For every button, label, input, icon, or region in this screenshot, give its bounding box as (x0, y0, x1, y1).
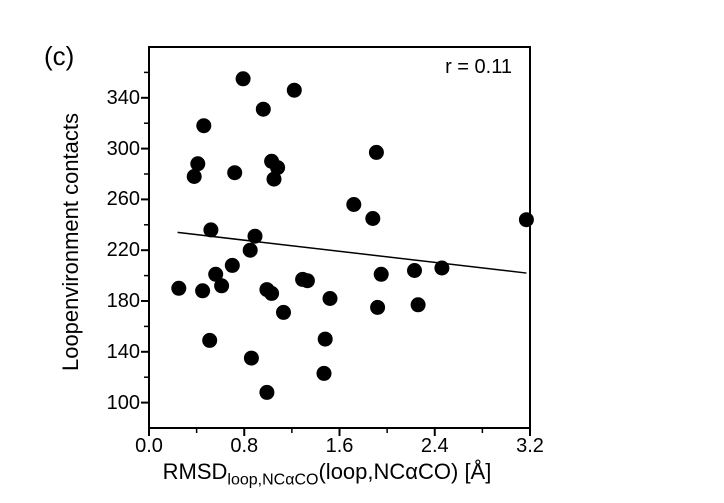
x-tick-label: 0.8 (230, 435, 259, 457)
data-point (410, 297, 426, 313)
data-point (299, 273, 315, 289)
data-point (255, 101, 271, 117)
data-point (243, 350, 259, 366)
data-point (235, 71, 251, 87)
data-point (407, 263, 422, 278)
data-point (316, 365, 332, 381)
data-point (322, 291, 338, 306)
data-point (317, 331, 333, 347)
data-point (365, 211, 381, 226)
y-tick-label: 180 (106, 290, 140, 312)
y-tick-label: 340 (106, 86, 140, 109)
x-tick-label: 1.6 (325, 435, 354, 457)
data-point (286, 82, 302, 98)
data-point (270, 160, 286, 176)
data-point (434, 260, 450, 276)
x-axis-title: RMSDloop,NCαCO(loop,NCαCO) [Å] (137, 459, 517, 489)
x-tick-label: 0.0 (135, 435, 163, 457)
y-tick-label: 220 (106, 239, 140, 262)
data-point (346, 197, 362, 212)
y-tick-label: 100 (106, 391, 140, 414)
x-axis-title-rest: (loop,NCαCO) [Å] (318, 459, 492, 484)
panel-label: (c) (44, 41, 75, 71)
data-point (214, 278, 230, 294)
data-point (266, 171, 282, 187)
data-point (203, 222, 219, 238)
data-point (242, 242, 258, 258)
correlation-annotation: r = 0.11 (445, 56, 512, 78)
x-axis-title-subscript: loop,NCαCO (227, 471, 319, 489)
data-point (190, 156, 206, 172)
data-point (171, 280, 187, 296)
data-point (259, 384, 275, 400)
data-point (264, 285, 280, 301)
y-tick-label: 140 (106, 340, 140, 363)
data-point (208, 266, 224, 282)
x-axis-title-main: RMSD (162, 459, 228, 484)
y-tick-label: 260 (106, 188, 140, 211)
x-tick-label: 3.2 (516, 435, 544, 457)
data-point (247, 228, 263, 244)
y-tick-label: 300 (106, 137, 140, 160)
data-point (373, 266, 389, 282)
data-point (224, 257, 240, 273)
x-tick-label: 2.4 (420, 435, 449, 457)
data-point (276, 304, 291, 320)
plot-border (148, 46, 531, 429)
data-point (202, 332, 218, 348)
data-point (227, 165, 243, 181)
data-point (368, 144, 384, 160)
data-point (370, 299, 386, 315)
data-point (195, 283, 211, 299)
data-point (518, 212, 534, 228)
trend-line (177, 231, 527, 274)
data-point (196, 118, 212, 134)
data-point (186, 169, 202, 184)
